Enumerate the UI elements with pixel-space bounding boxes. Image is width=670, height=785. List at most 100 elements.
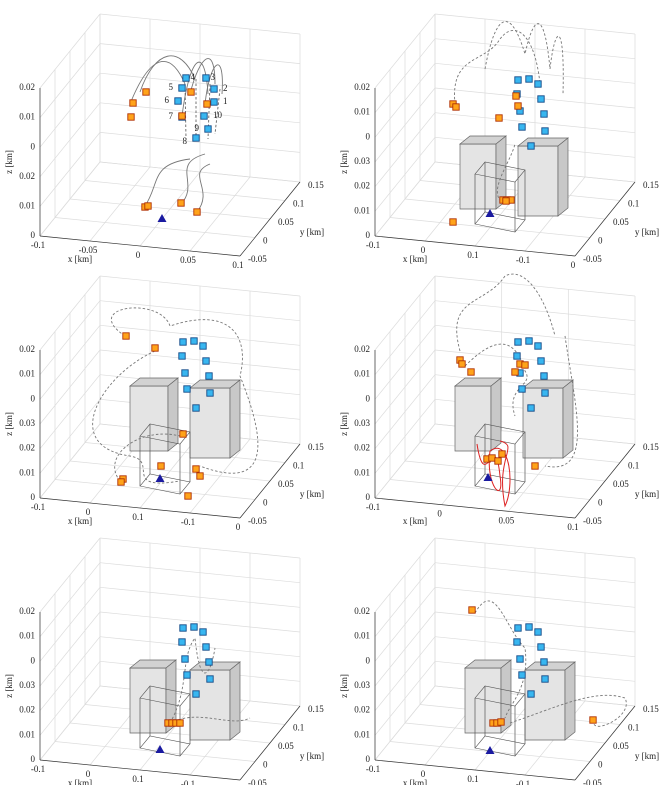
- x-axis: [39, 759, 241, 781]
- trajectory: [110, 307, 259, 474]
- z-tick-label: 0: [31, 492, 36, 502]
- trajectory: [139, 55, 196, 93]
- drone: [144, 202, 152, 210]
- waypoint: [202, 643, 210, 651]
- z-tick-label: 0.02: [354, 82, 370, 92]
- z-tick-label: 0.03: [354, 156, 370, 166]
- drone: [117, 478, 125, 486]
- waypoint: [190, 623, 198, 631]
- drone: [187, 88, 195, 96]
- y-tick-label: 0: [598, 236, 603, 246]
- waypoint: [514, 624, 522, 632]
- y-tick-label: 0: [598, 498, 603, 508]
- trajectory: [454, 30, 541, 105]
- waypoint: [181, 655, 189, 663]
- building: [129, 385, 169, 452]
- x-tick-label: 0: [136, 250, 141, 260]
- y-tick-label: 0.15: [643, 180, 659, 190]
- grid-line: [434, 275, 636, 297]
- waypoint: [210, 98, 218, 106]
- waypoint: [516, 655, 524, 663]
- point-label: 5: [169, 82, 174, 92]
- building: [454, 385, 492, 452]
- y-tick-label: -0.05: [248, 516, 267, 526]
- trajectory: [144, 158, 191, 207]
- waypoint: [181, 369, 189, 377]
- x-tick-label: 0.05: [180, 255, 196, 265]
- z-tick-label: 0: [31, 754, 36, 764]
- y-tick-label: -0.05: [248, 254, 267, 264]
- y-tick-label: -0.05: [583, 516, 602, 526]
- waypoint: [178, 638, 186, 646]
- waypoint: [537, 95, 545, 103]
- x-tick-label: 0: [571, 260, 576, 270]
- drone: [193, 208, 201, 216]
- waypoint: [537, 643, 545, 651]
- z-tick-label: 0.02: [19, 171, 35, 181]
- waypoint: [513, 352, 521, 360]
- grid-line: [404, 722, 606, 744]
- waypoint: [534, 342, 542, 350]
- x-axis-label: x [km]: [68, 778, 92, 785]
- waypoint: [541, 389, 549, 397]
- trajectory: [189, 58, 216, 95]
- y-tick-label: 0.1: [628, 199, 639, 209]
- grid-line: [419, 442, 621, 463]
- z-tick-label: 0.01: [19, 631, 35, 641]
- grid-line: [69, 722, 271, 744]
- y-tick-label: 0.1: [293, 461, 304, 471]
- drone: [122, 332, 130, 340]
- waypoint: [206, 389, 214, 397]
- point-label: 10: [213, 110, 223, 120]
- y-tick-label: 0: [598, 760, 603, 770]
- y-tick-label: -0.05: [248, 778, 267, 785]
- waypoint: [525, 623, 533, 631]
- grid-line: [434, 324, 636, 346]
- ground-station: [485, 209, 495, 217]
- z-tick-label: 0.03: [354, 680, 370, 690]
- trajectory: [456, 273, 556, 352]
- drone: [514, 102, 522, 110]
- waypoint: [525, 75, 533, 83]
- grid-line: [419, 704, 621, 725]
- drone: [494, 457, 502, 465]
- z-axis-label: z [km]: [339, 412, 349, 436]
- panel: 00.010.020.0300.010.02-0.100.1-0.10-0.05…: [4, 537, 324, 785]
- waypoint: [525, 337, 533, 345]
- drone: [127, 113, 135, 121]
- waypoint: [514, 338, 522, 346]
- z-tick-label: 0.01: [19, 467, 35, 477]
- waypoint: [540, 372, 548, 380]
- y-tick-label: 0.15: [643, 442, 659, 452]
- z-axis-label: z [km]: [339, 150, 349, 174]
- y-tick-label: 0.15: [308, 180, 324, 190]
- waypoint: [179, 624, 187, 632]
- trajectory: [474, 600, 527, 719]
- trajectory: [204, 64, 223, 105]
- z-tick-label: 0: [366, 754, 371, 764]
- x-tick-label: -0.05: [79, 245, 98, 255]
- building: [189, 387, 231, 459]
- x-tick-label: 0.1: [132, 512, 143, 522]
- waypoint: [518, 671, 526, 679]
- y-tick-label: 0.05: [613, 741, 629, 751]
- x-tick-label: -0.1: [31, 240, 45, 250]
- grid-line: [404, 460, 606, 482]
- grid-line: [69, 198, 271, 220]
- drone: [192, 465, 200, 473]
- y-tick-label: 0.1: [628, 723, 639, 733]
- x-axis-label: x [km]: [68, 516, 92, 526]
- z-axis-label: z [km]: [4, 150, 14, 174]
- z-tick-label: 0.02: [354, 705, 370, 715]
- ground-station: [485, 746, 495, 754]
- x-axis: [374, 235, 576, 257]
- waypoint: [527, 404, 535, 412]
- drone: [178, 112, 186, 120]
- trajectory: [464, 343, 528, 417]
- y-tick-label: 0: [263, 236, 268, 246]
- drone: [511, 368, 519, 376]
- z-tick-label: 0: [31, 655, 36, 665]
- y-tick-label: 0.1: [628, 461, 639, 471]
- drone: [589, 716, 597, 724]
